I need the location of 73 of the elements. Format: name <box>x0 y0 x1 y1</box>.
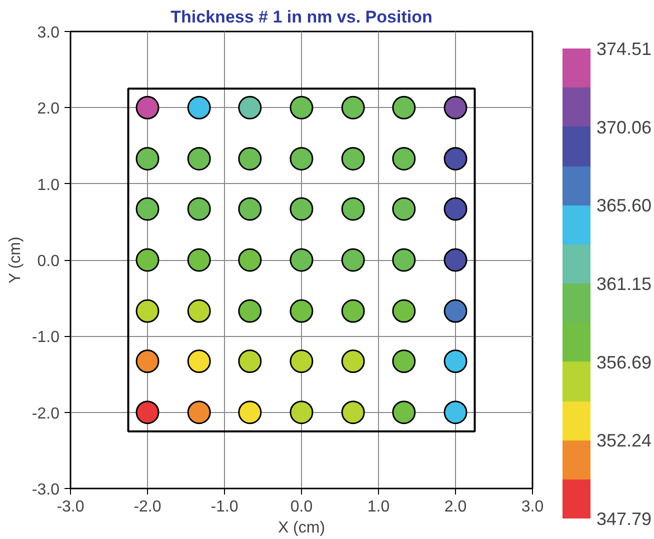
point <box>444 197 468 221</box>
x-tick-label: -3.0 <box>56 498 84 516</box>
point <box>392 96 416 120</box>
point <box>290 96 314 120</box>
point <box>187 299 211 323</box>
color-bar-label: 365.60 <box>596 196 652 216</box>
color-bar-label: 347.79 <box>596 509 652 529</box>
point <box>392 146 416 170</box>
point <box>444 146 468 170</box>
point <box>341 197 365 221</box>
point <box>341 96 365 120</box>
point <box>187 146 211 170</box>
point <box>238 350 262 374</box>
point <box>187 400 211 424</box>
color-bar-label: 370.06 <box>596 117 652 138</box>
point <box>136 96 160 120</box>
y-tick-label: 2.0 <box>37 100 60 118</box>
point <box>136 146 160 170</box>
y-tick-label: -1.0 <box>32 329 60 346</box>
point <box>444 248 468 272</box>
color-bar-label: 374.51 <box>596 39 652 59</box>
y-tick-label: 3.0 <box>37 24 60 42</box>
point <box>136 197 160 221</box>
point <box>341 146 365 170</box>
point <box>187 248 211 272</box>
point <box>238 400 262 424</box>
point <box>136 248 160 272</box>
point <box>136 400 160 424</box>
point <box>341 299 365 323</box>
point <box>290 197 314 221</box>
chart-title: Thickness # 1 in nm vs. Position <box>170 8 432 26</box>
point <box>444 299 468 323</box>
point <box>290 248 314 272</box>
point <box>444 400 468 424</box>
point <box>238 146 262 170</box>
color-bar-label: 356.69 <box>596 352 652 372</box>
x-tick-label: -1.0 <box>210 498 238 516</box>
point <box>136 299 160 323</box>
point <box>187 350 211 374</box>
point <box>187 96 211 120</box>
x-tick-label: 0.0 <box>290 498 313 516</box>
point <box>341 248 365 272</box>
x-tick-label: 2.0 <box>444 498 467 516</box>
point <box>290 400 314 424</box>
point <box>290 299 314 323</box>
point <box>187 197 211 221</box>
point <box>290 146 314 170</box>
point <box>444 96 468 120</box>
y-axis-title: Y (cm) <box>6 236 24 284</box>
x-axis-title: X (cm) <box>278 520 326 536</box>
x-tick-label: 1.0 <box>367 498 390 516</box>
point <box>136 350 160 374</box>
color-bar-label: 352.24 <box>596 430 652 451</box>
point <box>392 248 416 272</box>
y-tick-label: 0.0 <box>37 253 60 270</box>
point <box>392 350 416 374</box>
x-tick-label: 3.0 <box>521 498 544 516</box>
y-tick-label: 1.0 <box>37 176 60 194</box>
color-bar-label: 361.15 <box>596 274 652 294</box>
y-tick-label: -2.0 <box>32 405 60 422</box>
point <box>444 350 468 374</box>
point <box>238 197 262 221</box>
point <box>341 350 365 374</box>
point <box>238 96 262 120</box>
point <box>290 350 314 374</box>
point <box>341 400 365 424</box>
point <box>392 299 416 323</box>
point <box>238 248 262 272</box>
point <box>392 400 416 424</box>
x-tick-label: -2.0 <box>134 498 162 516</box>
y-tick-label: -3.0 <box>32 482 60 498</box>
point <box>392 197 416 221</box>
point <box>238 299 262 323</box>
